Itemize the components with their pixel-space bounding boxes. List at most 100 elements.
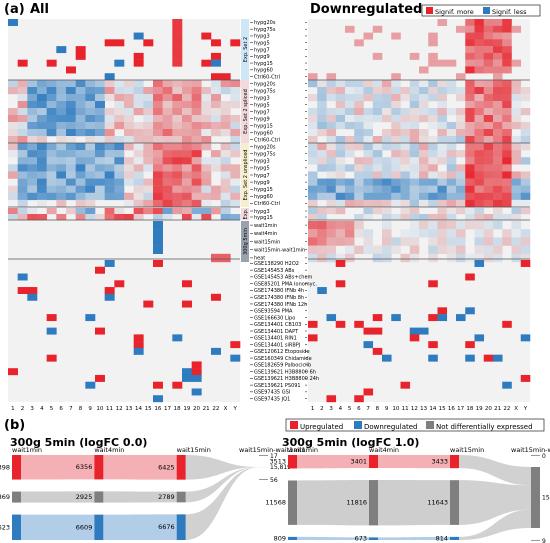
heatmap-cell	[172, 185, 183, 193]
heatmap-cell	[372, 52, 383, 60]
heatmap-cell	[502, 214, 512, 221]
heatmap-cell	[162, 214, 173, 221]
heatmap-cell	[172, 32, 183, 40]
heatmap-cell	[191, 157, 202, 165]
row-label: GSE166630 Lipo	[254, 315, 295, 321]
heatmap-cell	[153, 157, 163, 165]
heatmap-cell	[95, 122, 105, 130]
heatmap-cell	[220, 150, 231, 158]
heatmap-cell	[8, 136, 18, 144]
heatmap-cell	[419, 136, 429, 144]
heatmap-cell	[37, 171, 47, 179]
x-tick-label: 7	[366, 406, 370, 412]
heatmap-cell	[419, 164, 429, 172]
heatmap-cell	[211, 157, 221, 165]
heatmap-cell	[511, 101, 522, 109]
heatmap-cell	[182, 214, 192, 221]
heatmap-down-cells	[308, 19, 531, 403]
heatmap-cell	[465, 108, 475, 116]
heatmap-cell	[27, 287, 38, 295]
sankey-flow	[185, 467, 259, 503]
heatmap-cell	[17, 157, 28, 165]
heatmap-cell	[95, 80, 105, 88]
x-tick-label: 16	[154, 406, 161, 412]
heatmap-cell	[326, 245, 337, 254]
heatmap-cell	[437, 87, 448, 95]
heatmap-cell	[133, 94, 144, 102]
heatmap-cell	[114, 122, 125, 130]
heatmap-cell	[382, 221, 392, 230]
heatmap-cell	[511, 199, 522, 208]
heatmap-cell	[153, 260, 163, 267]
heatmap-cell	[502, 66, 512, 74]
heatmap-cell	[428, 39, 438, 47]
sankey-node-value: 809	[274, 534, 286, 542]
heatmap-cell	[27, 192, 38, 201]
heatmap-cell	[46, 115, 57, 123]
heatmap-cell	[483, 354, 494, 362]
heatmap-cell	[326, 108, 337, 116]
row-label: hypg20s	[254, 144, 276, 150]
heatmap-cell	[66, 87, 76, 95]
panel-a-title-all: All	[30, 2, 49, 17]
heatmap-cell	[437, 237, 448, 246]
legend-swatch	[483, 7, 490, 14]
heatmap-cell	[182, 164, 192, 172]
heatmap-cell	[391, 157, 401, 165]
heatmap-cell	[114, 192, 125, 201]
heatmap-cell	[465, 273, 475, 281]
sankey-last-value: 15,881	[542, 494, 550, 501]
heatmap-cell	[474, 185, 485, 193]
heatmap-cell	[335, 199, 346, 208]
heatmap-cell	[409, 334, 420, 342]
heatmap-cell	[172, 25, 183, 33]
heatmap-cell	[493, 25, 503, 33]
heatmap-cell	[46, 122, 57, 130]
heatmap-cell	[172, 334, 183, 342]
heatmap-cell	[172, 80, 183, 88]
heatmap-cell	[182, 374, 192, 382]
sankey-node-none	[12, 491, 21, 503]
sankey-node-up	[288, 455, 297, 469]
heatmap-cell	[391, 87, 401, 95]
heatmap-cell	[95, 108, 105, 116]
heatmap-cell	[308, 143, 318, 151]
row-label: GSE97435 JQ1	[254, 396, 290, 402]
heatmap-cell	[104, 143, 115, 151]
row-label: GSE139621 H3B8800 6h	[254, 369, 316, 375]
heatmap-cell	[85, 192, 96, 201]
heatmap-cell	[391, 214, 401, 221]
heatmap-cell	[172, 192, 183, 201]
heatmap-cell	[419, 94, 429, 102]
heatmap-cell	[133, 129, 144, 137]
heatmap-cell	[133, 199, 144, 208]
heatmap-cell	[143, 150, 154, 158]
heatmap-cell	[372, 178, 383, 186]
heatmap-cell	[95, 157, 105, 165]
heatmap-cell	[230, 354, 241, 362]
heatmap-cell	[372, 199, 383, 208]
sankey-node-value: 6623	[0, 523, 10, 531]
heatmap-cell	[46, 94, 57, 102]
heatmap-cell	[428, 150, 438, 158]
heatmap-cell	[483, 94, 494, 102]
sankey-node-value: 11816	[346, 499, 367, 507]
heatmap-cell	[56, 115, 67, 123]
heatmap-cell	[428, 136, 438, 144]
heatmap-cell	[465, 101, 475, 109]
heatmap-cell	[114, 150, 125, 158]
heatmap-cell	[354, 129, 364, 137]
heatmap-cell	[153, 229, 163, 238]
heatmap-cell	[37, 214, 47, 221]
heatmap-cell	[172, 39, 183, 47]
heatmap-cell	[363, 143, 374, 151]
heatmap-cell	[391, 122, 401, 130]
heatmap-cell	[326, 185, 337, 193]
panel-a-title-downregulated: Downregulated	[310, 2, 423, 17]
heatmap-cell	[372, 87, 383, 95]
sankey-node-value: 3513	[269, 458, 286, 466]
heatmap-cell	[502, 25, 512, 33]
x-tick-label: 4	[339, 406, 343, 412]
heatmap-cell	[474, 143, 485, 151]
heatmap-cell	[456, 253, 466, 263]
